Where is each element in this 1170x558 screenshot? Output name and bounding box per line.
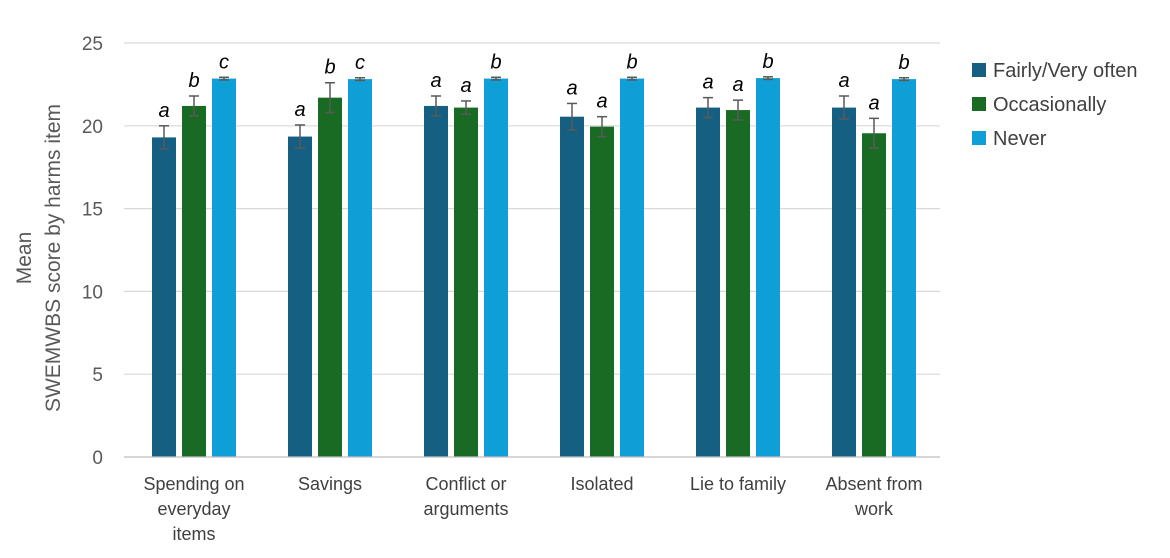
significance-label: a — [460, 75, 471, 97]
x-category-label-line: Savings — [298, 474, 362, 494]
x-category-label-line: Conflict or — [425, 474, 506, 494]
x-category-label: Spending on everyday items — [143, 474, 244, 544]
bar — [756, 78, 780, 457]
x-category-label: Isolated — [570, 474, 633, 494]
x-category-label-line: everyday — [157, 499, 230, 519]
legend-label: Never — [993, 128, 1047, 150]
y-tick-label: 10 — [82, 282, 103, 303]
y-tick-label: 20 — [82, 117, 103, 138]
bar — [318, 97, 342, 457]
significance-label: c — [219, 51, 229, 73]
x-category-label: Absent from work — [825, 474, 922, 519]
significance-label: b — [188, 70, 199, 92]
x-category-label-line: arguments — [423, 499, 508, 519]
x-category-label: Savings — [298, 474, 362, 494]
significance-label: a — [596, 91, 607, 113]
legend-label: Occasionally — [993, 94, 1106, 116]
significance-label: a — [732, 74, 743, 96]
significance-label: b — [324, 57, 335, 79]
significance-label: a — [868, 92, 879, 114]
bars — [152, 78, 916, 458]
y-tick-label: 5 — [92, 365, 103, 386]
y-axis-label-line-1: Mean — [13, 232, 36, 285]
x-category-label-line: Lie to family — [690, 474, 786, 494]
x-category-label: Conflict or arguments — [423, 474, 508, 519]
bar — [484, 78, 508, 457]
bar — [152, 137, 176, 457]
significance-label: a — [566, 77, 577, 99]
significance-label: a — [702, 72, 713, 94]
bar — [726, 110, 750, 458]
bar — [182, 105, 206, 457]
significance-label: c — [355, 52, 365, 74]
bar — [892, 79, 916, 457]
significance-label: a — [838, 70, 849, 92]
significance-label: b — [490, 51, 501, 73]
x-category-label-line: Isolated — [570, 474, 633, 494]
bar — [560, 116, 584, 457]
x-category-label-line: Spending on — [143, 474, 244, 494]
significance-label: b — [762, 51, 773, 73]
x-category-label: Lie to family — [690, 474, 786, 494]
y-axis-ticks: 0 5 10 15 20 25 — [82, 34, 103, 469]
bar — [590, 126, 614, 458]
significance-label: b — [898, 52, 909, 74]
bar — [424, 105, 448, 457]
bar — [696, 107, 720, 458]
bar — [832, 107, 856, 458]
bar — [288, 136, 312, 457]
legend-swatch — [972, 63, 986, 77]
bar — [348, 79, 372, 457]
significance-label: a — [294, 99, 305, 121]
y-tick-label: 0 — [92, 448, 103, 469]
x-category-label-line: Absent from — [825, 474, 922, 494]
legend-swatch — [972, 131, 986, 145]
bar — [212, 78, 236, 457]
y-axis-label-line-2: SWEMWBS score by harms item — [42, 104, 65, 412]
y-tick-label: 15 — [82, 200, 103, 221]
error-bars — [159, 76, 909, 150]
bar — [454, 107, 478, 458]
bar — [620, 78, 644, 457]
significance-label: a — [158, 100, 169, 122]
x-axis-categories: Spending on everyday items Savings Conflict … — [143, 474, 922, 544]
legend-label: Fairly/Very often — [993, 60, 1138, 82]
significance-label: b — [626, 51, 637, 73]
legend-swatch — [972, 97, 986, 111]
x-category-label-line: work — [854, 499, 894, 519]
significance-label: a — [430, 70, 441, 92]
y-tick-label: 25 — [82, 34, 103, 55]
bar — [862, 133, 886, 457]
x-category-label-line: items — [172, 524, 215, 544]
legend: Fairly/Very often Occasionally Never — [972, 60, 1138, 150]
gridlines — [124, 42, 940, 375]
